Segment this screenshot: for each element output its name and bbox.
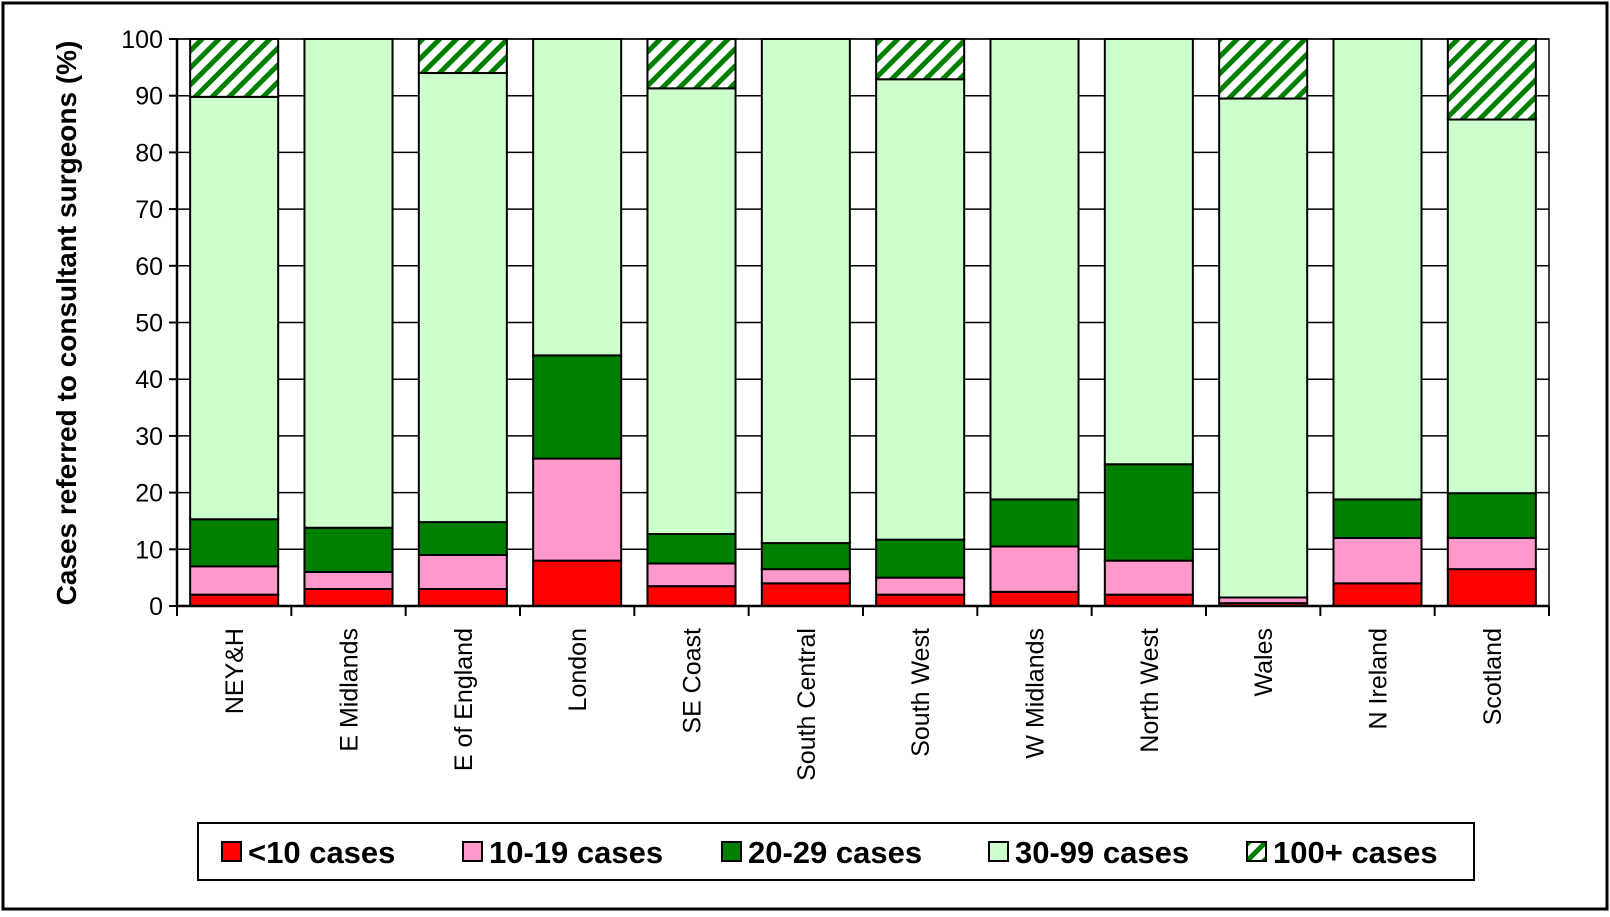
y-tick-label: 90	[135, 83, 163, 111]
bar-segment	[1103, 463, 1194, 562]
x-tick-label: South Central	[793, 628, 821, 781]
bars	[189, 38, 1537, 608]
bar-segment	[760, 582, 851, 608]
bar-segment	[532, 354, 623, 460]
y-tick-label: 40	[135, 366, 163, 394]
bar-segment	[760, 568, 851, 585]
bar-segment	[303, 587, 394, 607]
legend-label: 100+ cases	[1273, 835, 1438, 870]
bar-segment	[303, 526, 394, 573]
bar-segment	[189, 38, 280, 98]
legend-label: 30-99 cases	[1015, 835, 1189, 870]
bar-segment	[1103, 593, 1194, 607]
bar-segment	[989, 545, 1080, 593]
y-tick-label: 20	[135, 480, 163, 508]
bar-segment	[646, 38, 737, 90]
legend-swatch	[1246, 841, 1267, 862]
legend-swatch	[221, 841, 242, 862]
y-axis-label: Cases referred to consultant surgeons (%…	[51, 41, 82, 606]
bar-segment	[646, 562, 737, 588]
bar-segment	[417, 521, 508, 556]
bar-segment	[532, 38, 623, 357]
x-tick-label: London	[564, 628, 592, 711]
bar-segment	[875, 593, 966, 607]
legend-label: 20-29 cases	[748, 835, 922, 870]
y-tick-label: 0	[149, 593, 163, 621]
x-tick-label: South West	[907, 628, 935, 757]
x-tick-label: North West	[1136, 628, 1164, 753]
bar-segment	[303, 38, 394, 529]
bar-segment	[189, 565, 280, 596]
x-tick-label: NEY&H	[221, 628, 249, 714]
bar-segment	[1446, 536, 1537, 571]
bar-segment	[1446, 568, 1537, 608]
y-tick-label: 70	[135, 196, 163, 224]
bar-segment	[1103, 38, 1194, 466]
bar-segment	[646, 532, 737, 565]
bar-segment	[417, 72, 508, 524]
bar-segment	[989, 38, 1080, 501]
bar-segment	[1103, 559, 1194, 596]
bar-segment	[875, 38, 966, 81]
legend-swatch	[462, 841, 483, 862]
bar-segment	[875, 78, 966, 541]
bar-segment	[1446, 492, 1537, 539]
y-tick-label: 10	[135, 536, 163, 564]
bar-segment	[1332, 38, 1423, 501]
bar-segment	[1332, 498, 1423, 539]
legend-label: <10 cases	[248, 835, 395, 870]
bar-segment	[989, 590, 1080, 608]
x-tick-label: N Ireland	[1365, 628, 1393, 729]
bar-segment	[760, 542, 851, 571]
bar-segment	[532, 457, 623, 562]
bar-segment	[532, 559, 623, 608]
y-tick-label: 80	[135, 139, 163, 167]
x-tick-label: W Midlands	[1022, 628, 1050, 759]
bar-segment	[417, 587, 508, 607]
bar-segment	[303, 570, 394, 590]
legend-swatch	[988, 841, 1009, 862]
y-tick-label: 50	[135, 310, 163, 338]
bar-segment	[1446, 118, 1537, 495]
bar-segment	[1332, 582, 1423, 608]
bar-segment	[1218, 97, 1309, 599]
legend-label: 10-19 cases	[489, 835, 663, 870]
x-tick-label: Wales	[1250, 628, 1278, 697]
legend: <10 cases 10-19 cases 20-29 cases 30-99 cas…	[197, 822, 1475, 881]
legend-swatch	[721, 841, 742, 862]
x-tick-label: E Midlands	[336, 628, 364, 752]
bar-segment	[760, 38, 851, 545]
x-tick-label: E of England	[450, 628, 478, 771]
y-tick-label: 60	[135, 253, 163, 281]
y-tick-label: 30	[135, 423, 163, 451]
bar-segment	[189, 95, 280, 521]
bar-segment	[1332, 536, 1423, 585]
bar-segment	[875, 538, 966, 579]
bar-segment	[189, 593, 280, 607]
bar-segment	[875, 576, 966, 596]
axes: 0 10 20 30 40 50 60 70 80 90 100 NEY&H E Midlands E o…	[121, 26, 1550, 781]
x-tick-label: SE Coast	[679, 628, 707, 734]
y-tick-label: 100	[121, 26, 163, 54]
bar-segment	[989, 498, 1080, 548]
bar-segment	[1446, 38, 1537, 121]
bar-segment	[1218, 38, 1309, 100]
bar-segment	[417, 38, 508, 75]
bar-segment	[417, 553, 508, 590]
bar-segment	[646, 87, 737, 535]
bar-segment	[189, 518, 280, 568]
x-tick-label: Scotland	[1479, 628, 1507, 725]
bar-segment	[646, 585, 737, 608]
